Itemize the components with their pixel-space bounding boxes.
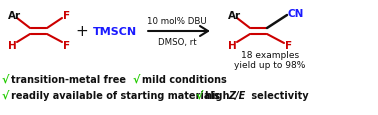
Text: F: F: [63, 41, 70, 51]
Text: yield up to 98%: yield up to 98%: [234, 61, 306, 70]
Text: high: high: [205, 90, 233, 100]
Text: mild conditions: mild conditions: [142, 74, 227, 84]
Text: F: F: [63, 11, 70, 21]
Text: transition-metal free: transition-metal free: [11, 74, 126, 84]
Text: Ar: Ar: [228, 11, 241, 21]
Text: readily available of starting materials: readily available of starting materials: [11, 90, 220, 100]
Text: TMSCN: TMSCN: [93, 27, 137, 37]
Text: √: √: [2, 74, 9, 84]
Text: Z/E: Z/E: [228, 90, 245, 100]
Text: Ar: Ar: [8, 11, 21, 21]
Text: √: √: [196, 90, 203, 100]
Text: √: √: [133, 74, 140, 84]
Text: H: H: [8, 41, 17, 51]
Text: H: H: [228, 41, 237, 51]
Text: CN: CN: [288, 9, 304, 19]
Text: 18 examples: 18 examples: [241, 51, 299, 60]
Text: DMSO, rt: DMSO, rt: [158, 37, 196, 46]
Text: selectivity: selectivity: [248, 90, 308, 100]
Text: +: +: [76, 24, 88, 39]
Text: √: √: [2, 90, 9, 100]
Text: 10 mol% DBU: 10 mol% DBU: [147, 16, 207, 25]
Text: F: F: [285, 41, 292, 51]
